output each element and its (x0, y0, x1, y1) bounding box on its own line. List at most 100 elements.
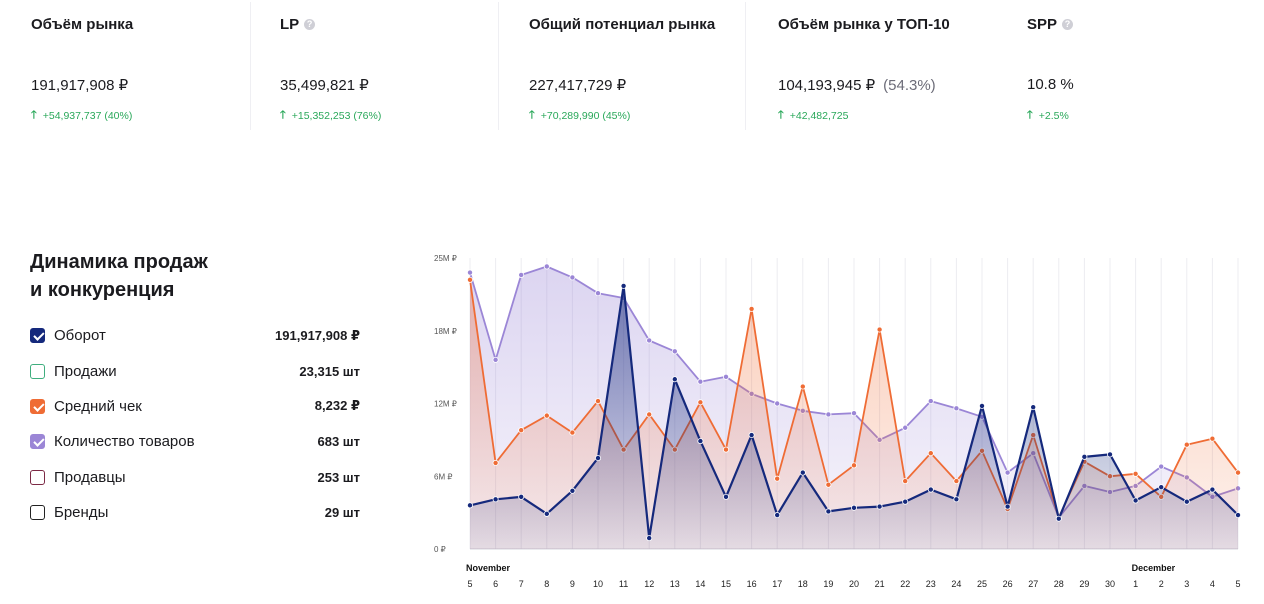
y-tick-label: 12M ₽ (434, 400, 457, 409)
legend-item-products[interactable]: Количество товаров 683 шт (30, 424, 362, 459)
x-tick-label: 27 (1028, 579, 1038, 589)
x-tick-label: 24 (951, 579, 961, 589)
metric-title: Объём рынка у ТОП-10 (778, 16, 950, 33)
y-tick-label: 25M ₽ (434, 254, 457, 263)
data-point (569, 274, 576, 281)
x-tick-label: 21 (875, 579, 885, 589)
data-point (774, 475, 781, 482)
x-tick-label: 26 (1003, 579, 1013, 589)
data-point (1132, 470, 1139, 477)
metric-value: 10.8 % (1027, 76, 1074, 93)
legend-label: Продажи (54, 362, 117, 380)
metric-delta-text: +2.5% (1038, 109, 1069, 122)
metric-title-text: SPP (1027, 16, 1058, 33)
y-tick-label: 6M ₽ (434, 472, 452, 481)
data-point (518, 427, 525, 434)
data-point (518, 271, 525, 278)
x-tick-label: 8 (544, 579, 549, 589)
x-tick-label: 7 (519, 579, 524, 589)
x-tick-label: 9 (570, 579, 575, 589)
arrow-up-icon: 🡑 (280, 109, 286, 121)
metric-value-text: 191,917,908 ₽ (31, 77, 129, 94)
x-tick-label: 4 (1210, 579, 1215, 589)
metric-title: SPP? (1027, 16, 1074, 33)
checkbox[interactable] (30, 328, 45, 344)
data-point (543, 510, 550, 517)
metric-value-text: 227,417,729 ₽ (529, 77, 627, 94)
data-point (748, 305, 755, 312)
data-point (723, 493, 730, 500)
data-point (1235, 469, 1242, 476)
metric-delta: 🡑 +70,289,990 (45%) (529, 106, 630, 125)
data-point (1158, 463, 1165, 470)
metric-share: (54.3%) (883, 77, 936, 94)
help-icon[interactable]: ? (304, 19, 316, 30)
checkbox[interactable] (30, 363, 45, 379)
data-point (466, 502, 473, 509)
data-point (543, 263, 550, 270)
data-point (979, 402, 986, 409)
data-point (646, 337, 653, 344)
metric-value-text: 35,499,821 ₽ (280, 77, 369, 94)
checkbox[interactable] (30, 398, 45, 414)
data-point (902, 424, 909, 431)
divider (250, 2, 251, 130)
data-point (697, 378, 704, 385)
x-tick-label: 13 (670, 579, 680, 589)
x-tick-label: 17 (772, 579, 782, 589)
legend-item-avg-check[interactable]: Средний чек 8,232 ₽ (30, 389, 362, 424)
data-point (825, 481, 832, 488)
data-point (799, 383, 806, 390)
data-point (646, 411, 653, 418)
legend-item-sellers[interactable]: Продавцы 253 шт (30, 460, 362, 495)
legend-item-turnover[interactable]: Оборот 191,917,908 ₽ (30, 318, 362, 353)
data-point (1183, 498, 1190, 505)
data-point (697, 438, 704, 445)
x-tick-label: 16 (747, 579, 757, 589)
metric-delta-text: +70,289,990 (45%) (540, 109, 631, 122)
metric-title: Объём рынка (31, 16, 133, 33)
x-tick-label: 20 (849, 579, 859, 589)
legend-label: Количество товаров (54, 433, 195, 451)
checkbox[interactable] (30, 469, 45, 485)
legend-item-brands[interactable]: Бренды 29 шт (30, 495, 362, 530)
x-tick-label: 22 (900, 579, 910, 589)
section-title-line: и конкуренция (30, 279, 175, 301)
checkbox[interactable] (30, 505, 45, 521)
legend-item-sales[interactable]: Продажи 23,315 шт (30, 353, 362, 388)
metric-delta-text: +54,937,737 (40%) (42, 109, 133, 122)
x-tick-label: 11 (619, 579, 628, 589)
data-point (569, 429, 576, 436)
metric-title-text: LP (280, 16, 300, 33)
data-point (697, 399, 704, 406)
data-point (518, 493, 525, 500)
metric-value: 104,193,945 ₽ (54.3%) (778, 76, 936, 94)
legend-value: 23,315 шт (299, 363, 360, 379)
data-point (1081, 453, 1088, 460)
help-icon[interactable]: ? (1062, 19, 1074, 30)
x-tick-label: 19 (823, 579, 833, 589)
data-point (774, 400, 781, 407)
legend-label: Средний чек (54, 397, 142, 415)
x-tick-label: 1 (1133, 579, 1138, 589)
metric-title-text: Объём рынка (31, 16, 134, 33)
metric-title: LP? (280, 16, 316, 33)
metric-value: 227,417,729 ₽ (529, 76, 626, 94)
data-point (723, 373, 730, 380)
legend-label: Бренды (54, 504, 109, 522)
data-point (927, 486, 934, 493)
x-tick-label: 14 (695, 579, 705, 589)
checkbox[interactable] (30, 434, 45, 450)
metric-value: 35,499,821 ₽ (280, 76, 369, 94)
data-point (1055, 515, 1062, 522)
data-point (1030, 404, 1037, 411)
data-point (927, 398, 934, 405)
data-point (851, 504, 858, 511)
legend-value: 8,232 ₽ (314, 398, 360, 414)
x-tick-label: 10 (593, 579, 603, 589)
data-point (671, 376, 678, 383)
data-point (876, 503, 883, 510)
data-point (569, 487, 576, 494)
data-point (851, 410, 858, 417)
